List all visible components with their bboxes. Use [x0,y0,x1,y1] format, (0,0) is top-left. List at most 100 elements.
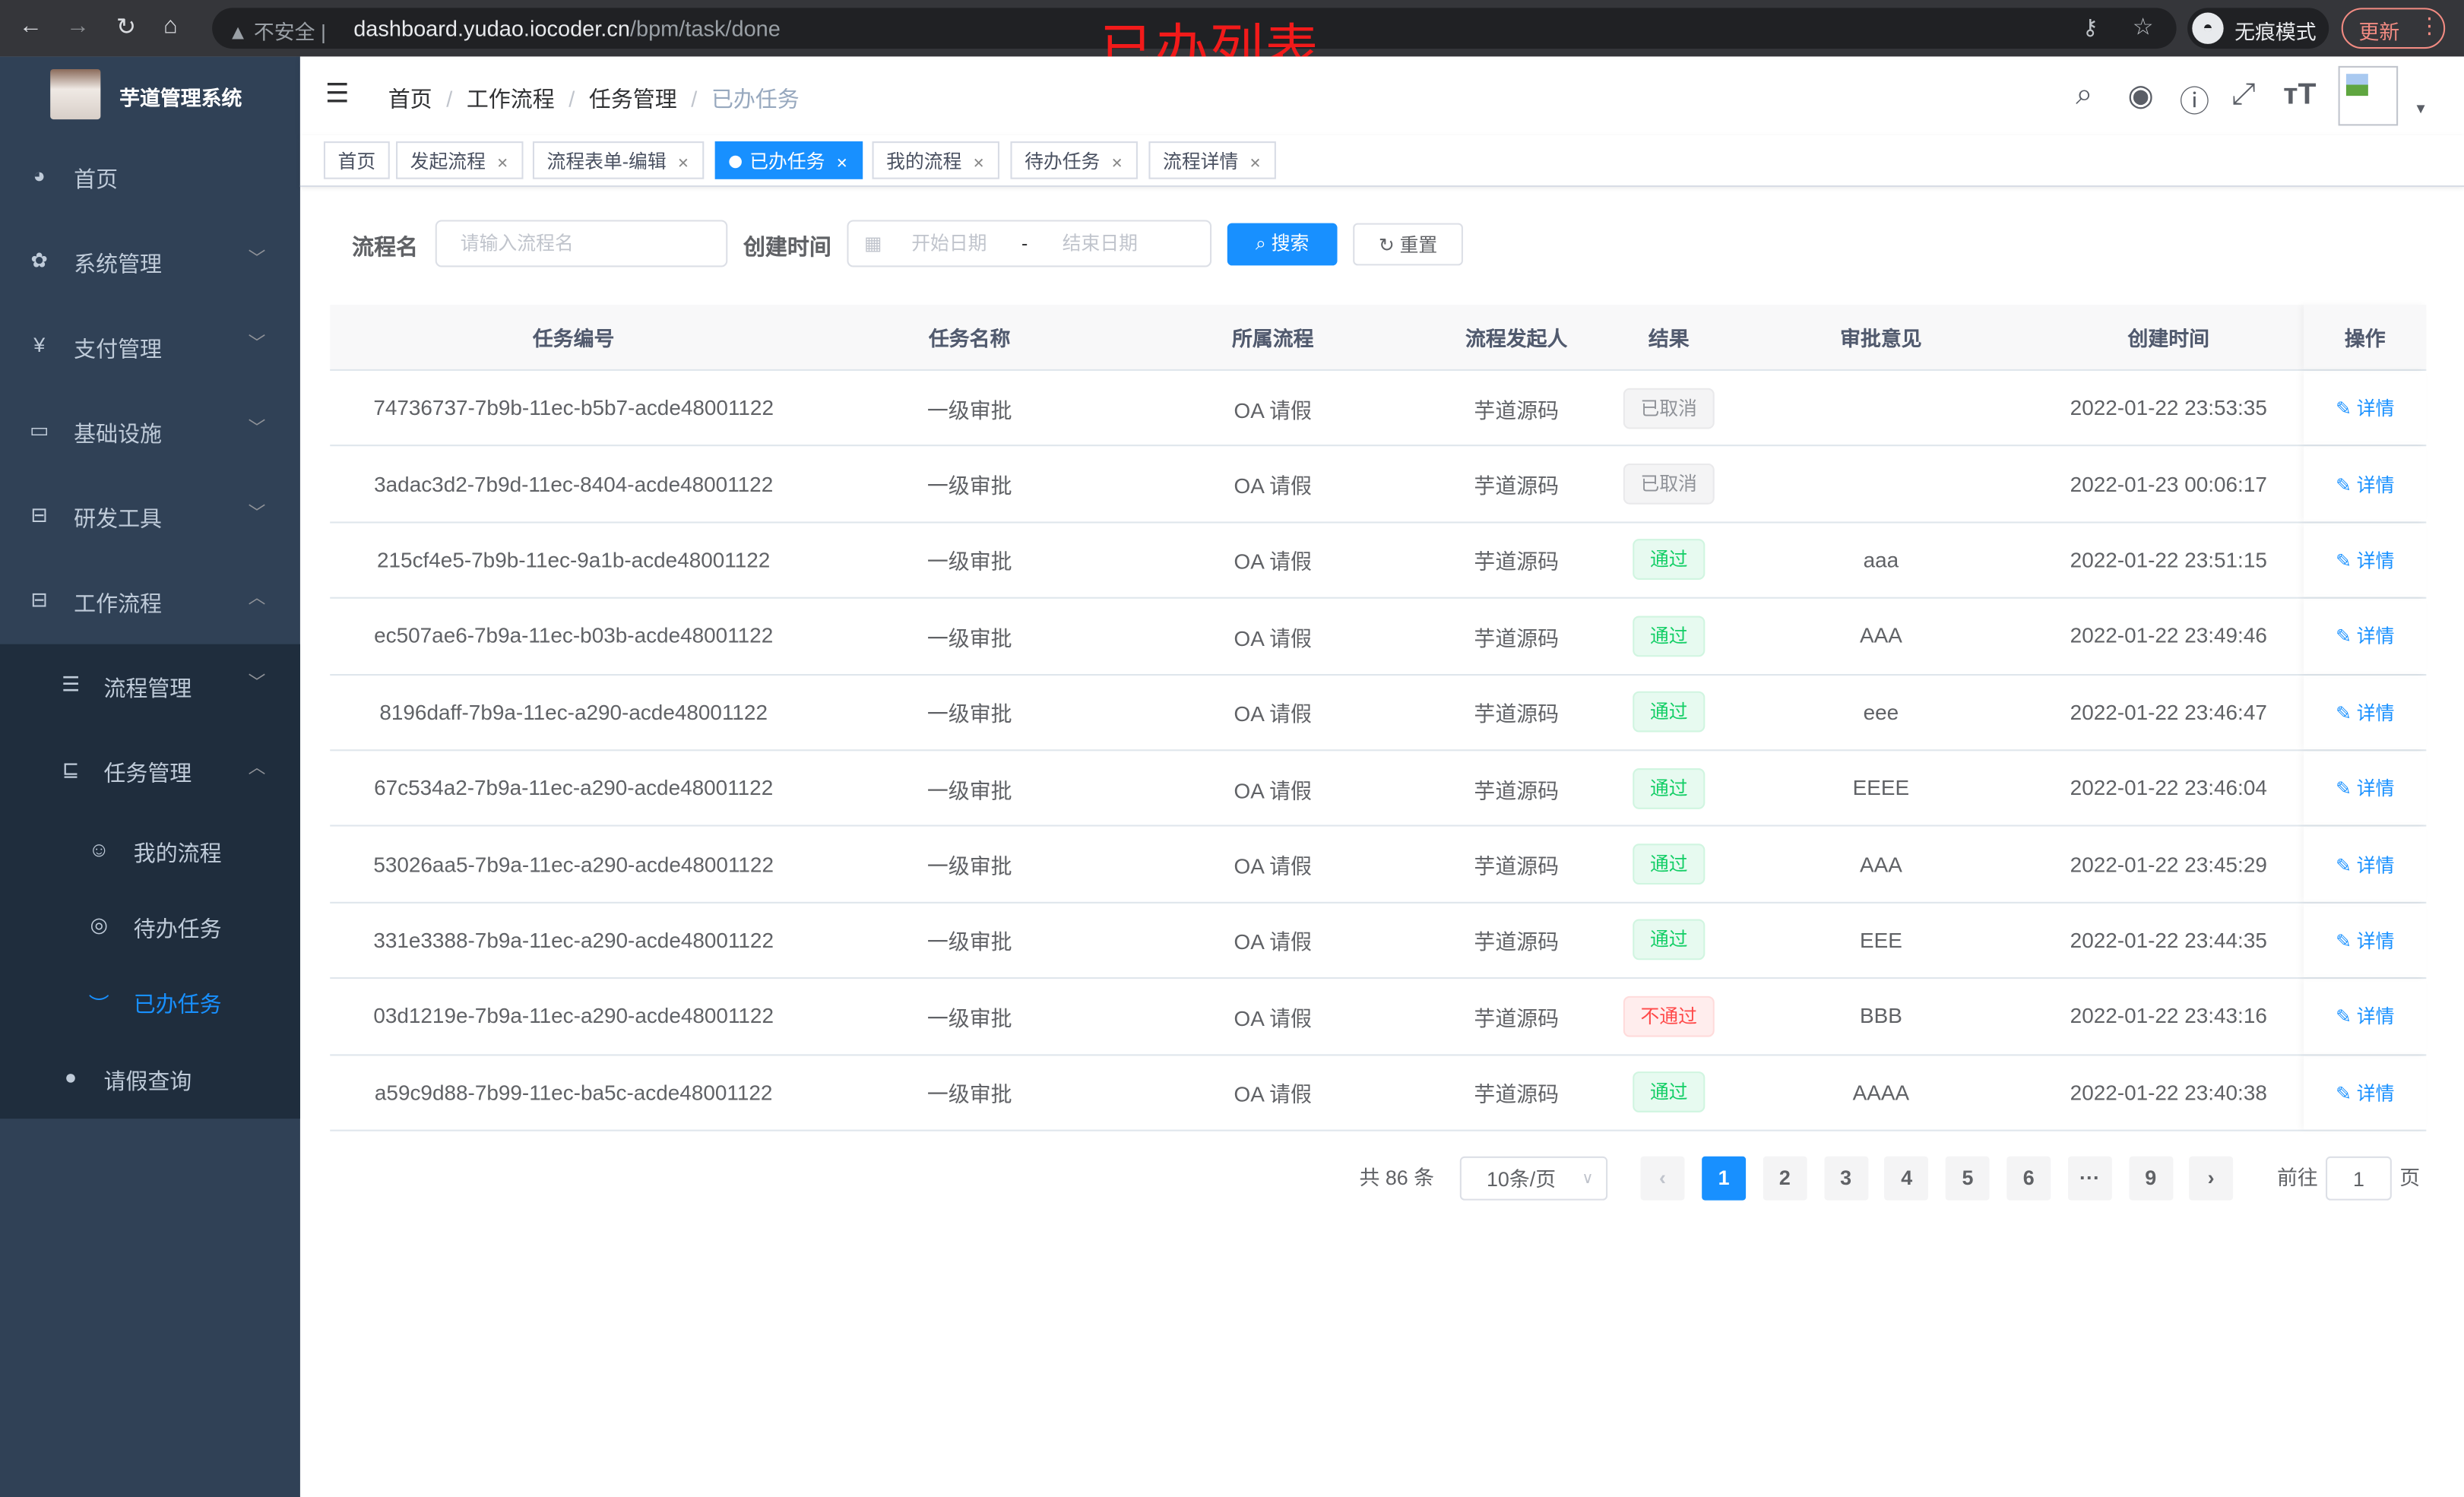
close-icon[interactable]: ✕ [1249,155,1262,172]
breadcrumb-item[interactable]: 首页 [388,86,432,112]
page-button[interactable]: 3 [1823,1156,1868,1201]
tag-0[interactable]: 首页 [323,141,390,179]
column-header: 创建时间 [2127,327,2210,351]
close-icon[interactable]: ✕ [677,155,689,172]
page-size-select[interactable]: 10条/页 ∨ [1459,1156,1608,1201]
cell-id: 3adac3d2-7b9d-11ec-8404-acde48001122 [374,472,774,496]
detail-button[interactable]: ✎ 详情 [2336,623,2394,650]
cell-name: 一级审批 [926,854,1012,878]
breadcrumb-item[interactable]: 任务管理 [588,86,677,112]
broken-image-icon [2345,74,2368,97]
tag-2[interactable]: 流程表单-编辑 ✕ [532,141,704,179]
tags-view: 首页 发起流程 ✕ 流程表单-编辑 ✕ 已办任务 ✕ 我的流程 ✕ 待办任务 ✕ 流程详情 ✕ [299,135,2464,188]
caret-down-icon[interactable]: ▼ [2413,100,2428,117]
result-badge: 通过 [1633,843,1705,885]
star-icon[interactable]: ☆ [2132,14,2154,41]
detail-button[interactable]: ✎ 详情 [2336,775,2394,802]
table-row: ec507ae6-7b9a-11ec-b03b-acde48001122 一级审批… [330,599,2427,676]
sidebar-item-5[interactable]: ⊟ 工作流程 ︿ [0,559,300,644]
back-icon[interactable]: ← [18,12,43,40]
table-row: 53026aa5-7b9a-11ec-a290-acde48001122 一级审批… [330,827,2427,904]
tag-5[interactable]: 待办任务 ✕ [1010,141,1138,179]
detail-button[interactable]: ✎ 详情 [2336,1003,2394,1030]
close-icon[interactable]: ✕ [496,155,508,172]
cell-id: 03d1219e-7b9a-11ec-a290-acde48001122 [373,1004,774,1028]
sidebar-item-label: 工作流程 [74,590,162,616]
cell-action: ✎ 详情 [2304,1055,2426,1129]
sidebar-item-7[interactable]: ⊑ 任务管理 ︿ [0,729,300,814]
key-icon[interactable]: ⚷ [2082,14,2098,40]
avatar[interactable] [2338,65,2399,126]
detail-button[interactable]: ✎ 详情 [2336,394,2394,421]
detail-button[interactable]: ✎ 详情 [2336,1079,2394,1106]
sidebar-item-6[interactable]: ☰ 流程管理 ﹀ [0,644,300,730]
result-badge: 通过 [1633,692,1705,733]
sidebar-item-11[interactable]: ● 请假查询 [0,1037,300,1122]
fullscreen-icon[interactable]: ⤢ [2231,78,2256,112]
sidebar-item-10[interactable]: ︶ 已办任务 [0,960,300,1035]
page-button[interactable]: 5 [1946,1156,1990,1201]
breadcrumb-item[interactable]: 工作流程 [466,86,555,112]
prev-page-button[interactable]: ‹ [1640,1156,1685,1201]
cell-action: ✎ 详情 [2304,675,2426,749]
incognito-badge[interactable]: ◓ 无痕模式 [2187,8,2329,49]
goto-page-input[interactable]: 1 [2326,1156,2392,1201]
tag-1[interactable]: 发起流程 ✕ [396,141,523,179]
sidebar-item-8[interactable]: ☺ 我的流程 [0,809,300,885]
sidebar-item-2[interactable]: ¥ 支付管理 ﹀ [0,305,300,390]
close-icon[interactable]: ✕ [835,155,848,172]
end-date-input[interactable]: 结束日期 [1062,233,1138,255]
home-icon[interactable]: ⌂ [163,12,178,40]
page-button[interactable]: 2 [1762,1156,1807,1201]
address-bar[interactable]: ▲ 不安全 | dashboard.yudao.iocoder.cn/bpm/t… [212,8,2177,49]
tag-6[interactable]: 流程详情 ✕ [1148,141,1275,179]
detail-button[interactable]: ✎ 详情 [2336,546,2394,573]
more-pages-icon[interactable]: ··· [2067,1156,2112,1201]
page-button[interactable]: 6 [2006,1156,2051,1201]
process-name-input[interactable]: 请输入流程名 [435,220,728,267]
cell-starter: 芋道源码 [1474,398,1560,423]
detail-button[interactable]: ✎ 详情 [2336,851,2394,878]
tag-4[interactable]: 我的流程 ✕ [872,141,999,179]
next-page-button[interactable]: › [2189,1156,2234,1201]
search-icon[interactable]: ⌕ [2076,78,2093,112]
detail-button[interactable]: ✎ 详情 [2336,699,2394,726]
cell-process: OA 请假 [1234,626,1312,650]
hamburger-icon[interactable]: ☰ [325,78,350,109]
chevron-down-icon: ﹀ [248,419,266,438]
close-icon[interactable]: ✕ [1110,155,1123,172]
column-header: 流程发起人 [1465,327,1568,351]
forward-icon[interactable]: → [65,12,90,40]
sidebar-item-3[interactable]: ▭ 基础设施 ﹀ [0,390,300,475]
cell-result: 通过 [1609,751,1728,825]
detail-button[interactable]: ✎ 详情 [2336,927,2394,954]
page-button[interactable]: 1 [1702,1156,1747,1201]
reload-icon[interactable]: ↻ [116,14,137,41]
detail-button[interactable]: ✎ 详情 [2336,470,2394,497]
close-icon[interactable]: ✕ [972,155,985,172]
page-button[interactable]: 9 [2128,1156,2173,1201]
chevron-down-icon: ﹀ [248,334,266,354]
font-size-icon[interactable]: тT [2283,78,2317,112]
eye-closed-icon: ︶ [88,992,109,1017]
tag-3[interactable]: 已办任务 ✕ [714,141,863,179]
search-button[interactable]: ⌕ 搜索 [1227,223,1338,266]
result-badge: 不通过 [1623,995,1715,1037]
update-button[interactable]: 更新 ⋮ [2341,8,2446,49]
sidebar-item-4[interactable]: ⊟ 研发工具 ﹀ [0,474,300,559]
cell-starter: 芋道源码 [1474,854,1560,878]
reset-button[interactable]: ↻ 重置 [1353,223,1463,266]
warning-icon: ▲ [227,20,254,44]
start-date-input[interactable]: 开始日期 [911,233,987,255]
table-row: 74736737-7b9b-11ec-b5b7-acde48001122 一级审批… [330,371,2427,448]
insecure-warning[interactable]: ▲ 不安全 | [227,20,327,44]
sidebar-item-0[interactable]: ◕ 首页 [0,135,300,220]
breadcrumb-separator: / [691,86,698,112]
github-icon[interactable]: ◉ [2127,80,2154,113]
reset-button-label: 重置 [1399,234,1438,257]
date-range-picker[interactable]: ▦ 开始日期 - 结束日期 [847,220,1212,267]
sidebar-item-1[interactable]: ✿ 系统管理 ﹀ [0,220,300,305]
page-button[interactable]: 4 [1884,1156,1929,1201]
sidebar-item-9[interactable]: ◎ 待办任务 [0,885,300,960]
help-icon[interactable]: ⓘ [2179,86,2210,120]
